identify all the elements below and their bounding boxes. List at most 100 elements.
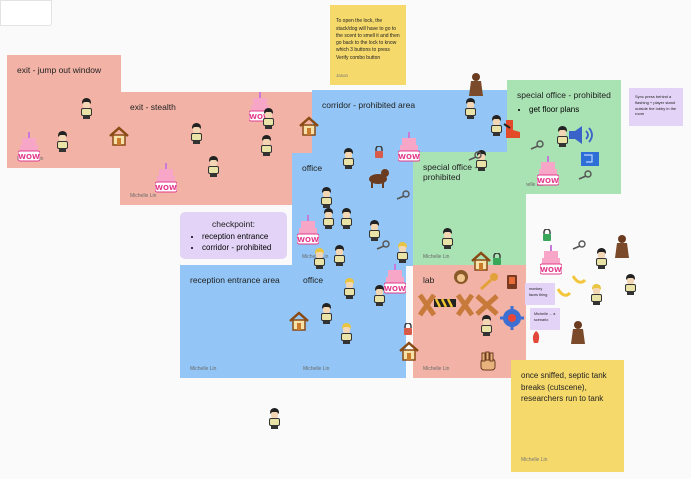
wow-cake-icon[interactable]: WOW	[297, 215, 319, 245]
wow-cake-icon[interactable]: WOW	[384, 264, 406, 294]
robed-figure-icon[interactable]	[614, 234, 630, 258]
magnifier-icon[interactable]	[578, 170, 592, 180]
sticky-author: Michelle Lin	[521, 456, 548, 463]
region-author: Michelle Lin	[423, 254, 450, 260]
house-icon[interactable]	[108, 125, 130, 147]
magnifier-icon[interactable]	[572, 240, 586, 250]
lock-icon[interactable]	[492, 253, 502, 265]
key-icon[interactable]	[478, 272, 500, 290]
region-office-a[interactable]: office Michelle Lin	[292, 153, 414, 266]
monkey-icon[interactable]	[452, 268, 470, 286]
sticky-note-tiny-1[interactable]: monkey faces thing	[525, 283, 555, 305]
wow-cake-icon[interactable]: WOW	[155, 163, 177, 193]
house-icon[interactable]	[288, 310, 310, 332]
guard-character-icon[interactable]	[260, 135, 273, 156]
scientist-character-icon[interactable]	[313, 248, 326, 269]
sticky-note-side[interactable]: Sync press behind a flashing + player st…	[629, 88, 683, 126]
region-list: reception entrance corridor - prohibited	[190, 231, 277, 253]
sticky-text: To open the lock, the stack/dog will hav…	[336, 18, 400, 61]
floor-plan-icon[interactable]	[580, 150, 600, 168]
wow-label: WOW	[537, 177, 559, 185]
guard-character-icon[interactable]	[464, 98, 477, 119]
sticky-note-top[interactable]: To open the lock, the stack/dog will hav…	[330, 5, 406, 85]
list-item: reception entrance	[202, 231, 277, 242]
lock-icon[interactable]	[403, 323, 413, 335]
region-title: special office - prohibited	[517, 90, 611, 100]
region-checkpoint[interactable]: checkpoint: reception entrance corridor …	[180, 212, 287, 259]
banana-icon[interactable]	[572, 274, 586, 286]
guard-character-icon[interactable]	[320, 187, 333, 208]
house-icon[interactable]	[398, 340, 420, 362]
tablet-icon[interactable]	[506, 274, 518, 290]
region-exit-stealth[interactable]: exit - stealth Michelle Lin	[120, 92, 312, 205]
guard-character-icon[interactable]	[80, 98, 93, 119]
magnifier-icon[interactable]	[530, 140, 544, 150]
scientist-character-icon[interactable]	[396, 242, 409, 263]
scientist-character-icon[interactable]	[590, 284, 603, 305]
lock-icon[interactable]	[374, 146, 384, 158]
dog-icon[interactable]	[365, 167, 391, 189]
list-item: corridor - prohibited	[202, 242, 277, 253]
guard-character-icon[interactable]	[595, 248, 608, 269]
sticky-author: Jason	[336, 73, 349, 78]
wow-label: WOW	[155, 184, 177, 192]
region-special-office-b[interactable]: special office - prohibited Michelle Lin	[413, 152, 526, 266]
guard-character-icon[interactable]	[475, 150, 488, 171]
scientist-character-icon[interactable]	[340, 323, 353, 344]
guard-character-icon[interactable]	[624, 274, 637, 295]
parrot-icon[interactable]	[530, 330, 542, 344]
wow-label: WOW	[540, 266, 562, 274]
guard-character-icon[interactable]	[207, 156, 220, 177]
corner-card[interactable]	[0, 0, 52, 26]
region-author: Michelle Lin	[190, 366, 217, 372]
sticky-text: Sync press behind a flashing + player st…	[635, 94, 677, 117]
guard-character-icon[interactable]	[368, 220, 381, 241]
guard-character-icon[interactable]	[342, 148, 355, 169]
wow-cake-icon[interactable]: WOW	[537, 156, 559, 186]
wrench-cross-icon[interactable]	[474, 293, 500, 317]
magnifier-icon[interactable]	[376, 240, 390, 250]
hand-icon[interactable]	[479, 351, 497, 371]
guard-character-icon[interactable]	[340, 208, 353, 229]
guard-character-icon[interactable]	[56, 131, 69, 152]
wow-cake-icon[interactable]: WOW	[540, 245, 562, 275]
region-author: Michelle Lin	[130, 193, 157, 199]
barricade-icon[interactable]	[418, 293, 474, 317]
banana-icon[interactable]	[557, 287, 571, 299]
list-item: get floor plans	[529, 104, 611, 115]
wow-cake-icon[interactable]: WOW	[18, 132, 40, 162]
guard-character-icon[interactable]	[268, 408, 281, 429]
guard-character-icon[interactable]	[322, 208, 335, 229]
sticky-text: Michelle ... a scenario	[534, 312, 556, 322]
wow-label: WOW	[249, 113, 271, 121]
guard-character-icon[interactable]	[373, 285, 386, 306]
house-icon[interactable]	[470, 250, 492, 272]
speaker-icon[interactable]	[566, 125, 596, 145]
guard-character-icon[interactable]	[190, 123, 203, 144]
wow-cake-icon[interactable]: WOW	[398, 132, 420, 162]
guard-character-icon[interactable]	[441, 228, 454, 249]
guard-character-icon[interactable]	[556, 126, 569, 147]
region-reception[interactable]: reception entrance area Michelle Lin	[180, 265, 294, 378]
sticky-note-bottom[interactable]: once sniffed, septic tank breaks (cutsce…	[511, 360, 624, 472]
guard-character-icon[interactable]	[480, 315, 493, 336]
robed-figure-icon[interactable]	[570, 320, 586, 344]
gear-icon[interactable]	[499, 305, 525, 331]
red-boot-icon[interactable]	[502, 118, 522, 140]
guard-character-icon[interactable]	[262, 108, 275, 129]
house-icon[interactable]	[298, 115, 320, 137]
wow-label: WOW	[297, 236, 319, 244]
region-title: checkpoint:	[212, 219, 255, 229]
guard-character-icon[interactable]	[320, 303, 333, 324]
region-author: Michelle Lin	[302, 254, 329, 260]
magnifier-icon[interactable]	[396, 190, 410, 200]
scientist-character-icon[interactable]	[343, 278, 356, 299]
sticky-note-tiny-2[interactable]: Michelle ... a scenario	[530, 308, 560, 330]
guard-character-icon[interactable]	[490, 115, 503, 136]
lock-icon[interactable]	[542, 229, 552, 241]
guard-character-icon[interactable]	[333, 245, 346, 266]
region-author: Michelle Lin	[423, 366, 450, 372]
wow-label: WOW	[18, 153, 40, 161]
magnifier-icon[interactable]	[468, 151, 482, 161]
robed-figure-icon[interactable]	[468, 72, 484, 96]
